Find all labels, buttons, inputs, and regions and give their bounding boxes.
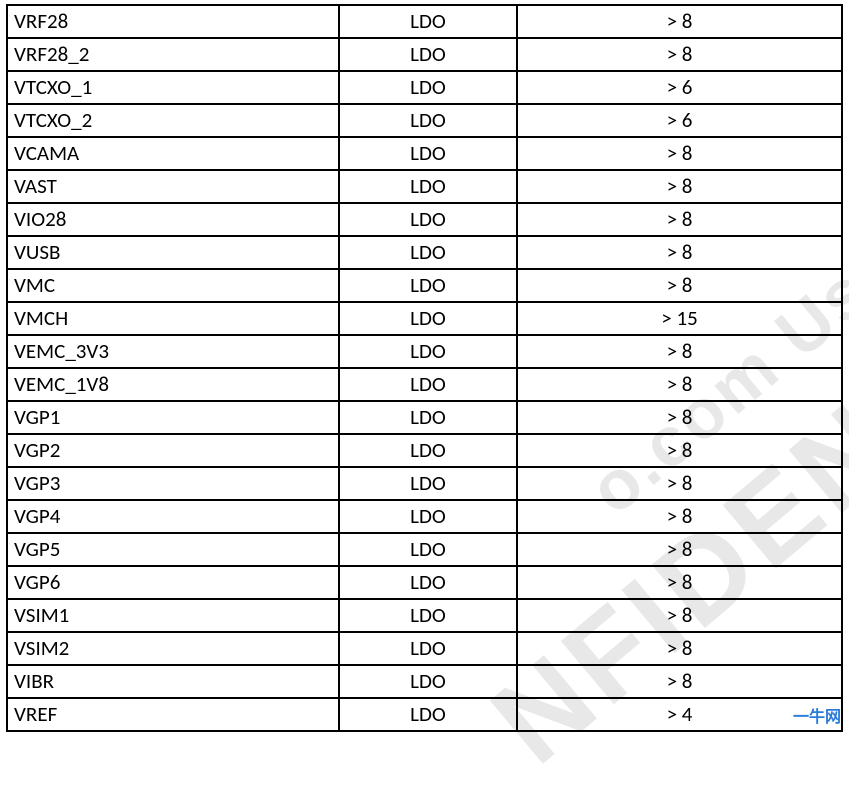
cell-type: LDO — [339, 665, 517, 698]
cell-name: VRF28 — [7, 5, 339, 38]
table-row: VASTLDO> 8 — [7, 170, 842, 203]
cell-value: > 8 — [517, 38, 842, 71]
cell-type: LDO — [339, 401, 517, 434]
cell-type: LDO — [339, 170, 517, 203]
cell-name: VTCXO_1 — [7, 71, 339, 104]
cell-value: > 8 — [517, 467, 842, 500]
table-row: VGP6LDO> 8 — [7, 566, 842, 599]
cell-name: VSIM2 — [7, 632, 339, 665]
cell-name: VRF28_2 — [7, 38, 339, 71]
cell-type: LDO — [339, 5, 517, 38]
cell-value: > 8 — [517, 665, 842, 698]
cell-value: > 8 — [517, 566, 842, 599]
cell-type: LDO — [339, 71, 517, 104]
cell-type: LDO — [339, 38, 517, 71]
cell-name: VTCXO_2 — [7, 104, 339, 137]
table-row: VMCHLDO> 15 — [7, 302, 842, 335]
cell-value: > 8 — [517, 368, 842, 401]
cell-type: LDO — [339, 269, 517, 302]
cell-value: > 8 — [517, 434, 842, 467]
table-row: VRF28_2LDO> 8 — [7, 38, 842, 71]
table-row: VGP2LDO> 8 — [7, 434, 842, 467]
site-attribution: 一牛网 — [793, 703, 841, 727]
cell-name: VGP4 — [7, 500, 339, 533]
table-row: VGP5LDO> 8 — [7, 533, 842, 566]
table-row: VSIM1LDO> 8 — [7, 599, 842, 632]
cell-value: > 8 — [517, 533, 842, 566]
cell-type: LDO — [339, 137, 517, 170]
cell-type: LDO — [339, 104, 517, 137]
cell-name: VGP1 — [7, 401, 339, 434]
cell-value: > 6 — [517, 104, 842, 137]
cell-type: LDO — [339, 566, 517, 599]
cell-name: VGP5 — [7, 533, 339, 566]
table-row: VTCXO_1LDO> 6 — [7, 71, 842, 104]
cell-name: VSIM1 — [7, 599, 339, 632]
cell-type: LDO — [339, 467, 517, 500]
cell-type: LDO — [339, 599, 517, 632]
cell-name: VGP2 — [7, 434, 339, 467]
cell-name: VEMC_1V8 — [7, 368, 339, 401]
cell-type: LDO — [339, 203, 517, 236]
cell-type: LDO — [339, 533, 517, 566]
cell-type: LDO — [339, 698, 517, 731]
table-row: VMCLDO> 8 — [7, 269, 842, 302]
table-row: VIBRLDO> 8 — [7, 665, 842, 698]
table-row: VGP1LDO> 8 — [7, 401, 842, 434]
cell-type: LDO — [339, 335, 517, 368]
cell-name: VGP3 — [7, 467, 339, 500]
cell-value: > 15 — [517, 302, 842, 335]
cell-type: LDO — [339, 434, 517, 467]
table-row: VEMC_3V3LDO> 8 — [7, 335, 842, 368]
cell-name: VREF — [7, 698, 339, 731]
cell-name: VCAMA — [7, 137, 339, 170]
table-row: VCAMALDO> 8 — [7, 137, 842, 170]
cell-name: VAST — [7, 170, 339, 203]
regulator-table: VRF28LDO> 8VRF28_2LDO> 8VTCXO_1LDO> 6VTC… — [6, 4, 843, 732]
cell-name: VIBR — [7, 665, 339, 698]
cell-type: LDO — [339, 302, 517, 335]
table-row: VRF28LDO> 8 — [7, 5, 842, 38]
cell-value: > 8 — [517, 632, 842, 665]
cell-name: VIO28 — [7, 203, 339, 236]
cell-name: VEMC_3V3 — [7, 335, 339, 368]
cell-value: > 8 — [517, 500, 842, 533]
cell-value: > 8 — [517, 269, 842, 302]
cell-name: VGP6 — [7, 566, 339, 599]
cell-type: LDO — [339, 500, 517, 533]
table-container: VRF28LDO> 8VRF28_2LDO> 8VTCXO_1LDO> 6VTC… — [0, 0, 849, 732]
cell-value: > 8 — [517, 170, 842, 203]
cell-type: LDO — [339, 632, 517, 665]
table-row: VUSBLDO> 8 — [7, 236, 842, 269]
table-row: VIO28LDO> 8 — [7, 203, 842, 236]
cell-value: > 8 — [517, 335, 842, 368]
table-row: VGP4LDO> 8 — [7, 500, 842, 533]
table-row: VSIM2LDO> 8 — [7, 632, 842, 665]
cell-value: > 8 — [517, 599, 842, 632]
cell-value: > 8 — [517, 401, 842, 434]
cell-value: > 6 — [517, 71, 842, 104]
cell-name: VMC — [7, 269, 339, 302]
cell-name: VUSB — [7, 236, 339, 269]
cell-value: > 8 — [517, 203, 842, 236]
table-row: VREFLDO> 4 — [7, 698, 842, 731]
cell-type: LDO — [339, 236, 517, 269]
table-row: VEMC_1V8LDO> 8 — [7, 368, 842, 401]
table-row: VTCXO_2LDO> 6 — [7, 104, 842, 137]
table-row: VGP3LDO> 8 — [7, 467, 842, 500]
cell-type: LDO — [339, 368, 517, 401]
cell-name: VMCH — [7, 302, 339, 335]
cell-value: > 8 — [517, 5, 842, 38]
cell-value: > 8 — [517, 137, 842, 170]
cell-value: > 8 — [517, 236, 842, 269]
